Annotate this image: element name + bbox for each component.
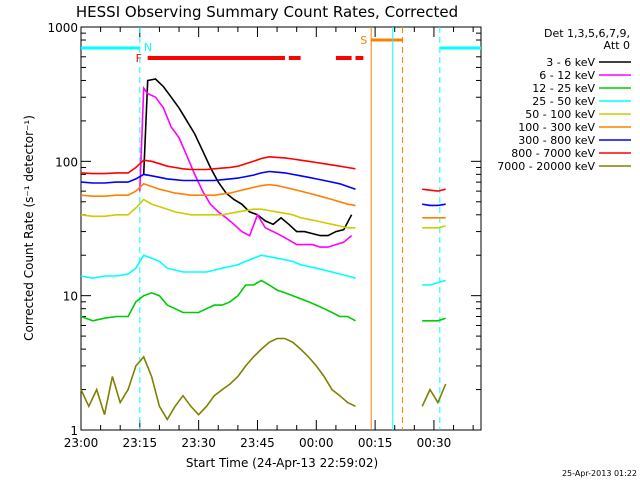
- x-axis: 23:00 23:15 23:30 23:45 00:00 00:15 00:30: [64, 27, 474, 450]
- legend-label: 300 - 800 keV: [518, 134, 595, 147]
- x-tick-label: 00:00: [299, 436, 334, 450]
- flare-flag-label: F: [136, 52, 142, 65]
- footer-date: 25-Apr-2013 01:22: [562, 469, 637, 478]
- plot-border: [80, 26, 482, 431]
- y-axis: 1 10 100 1000: [47, 21, 481, 438]
- legend-label: 6 - 12 keV: [539, 69, 595, 82]
- x-tick-label: 23:45: [240, 436, 275, 450]
- series-lines: [80, 78, 447, 421]
- plot-area: [80, 26, 482, 431]
- series-line: [422, 203, 446, 207]
- y-tick-label: 10: [63, 290, 78, 304]
- legend-label: 50 - 100 keV: [525, 108, 595, 121]
- series-line: [80, 337, 356, 421]
- legend-label: 800 - 7000 keV: [511, 147, 595, 160]
- series-line: [80, 182, 356, 207]
- series-line: [80, 155, 356, 175]
- series-line: [422, 317, 446, 322]
- y-tick-label: 100: [55, 155, 78, 169]
- legend-label: 12 - 25 keV: [532, 82, 595, 95]
- series-line: [422, 279, 446, 286]
- x-axis-label: Start Time (24-Apr-13 22:59:02): [186, 456, 378, 470]
- chart-title: HESSI Observing Summary Count Rates, Cor…: [76, 3, 458, 21]
- series-line: [139, 85, 353, 248]
- series-line: [421, 383, 447, 407]
- x-tick-label: 23:15: [123, 436, 158, 450]
- series-line: [80, 170, 356, 190]
- observing-flags: NF S: [81, 27, 481, 430]
- x-tick-label: 00:30: [417, 436, 452, 450]
- legend-header: Att 0: [604, 39, 630, 52]
- series-line: [80, 279, 356, 322]
- legend-label: 100 - 300 keV: [518, 121, 595, 134]
- series-line: [142, 78, 353, 237]
- night-flag-label: N: [144, 41, 152, 54]
- x-tick-label: 00:15: [358, 436, 393, 450]
- x-tick-label: 23:30: [181, 436, 216, 450]
- legend-header: Det 1,3,5,6,7,9,: [544, 27, 630, 40]
- y-axis-label: Corrected Count Rate (s⁻¹ detector⁻¹): [22, 115, 36, 341]
- series-line: [422, 225, 446, 229]
- saa-flag-label: S: [360, 34, 367, 47]
- y-tick-label: 1: [70, 424, 78, 438]
- legend-label: 3 - 6 keV: [546, 56, 595, 69]
- series-line: [80, 254, 356, 280]
- x-tick-label: 23:00: [64, 436, 99, 450]
- legend-label: 25 - 50 keV: [532, 95, 595, 108]
- y-tick-label: 1000: [47, 21, 78, 35]
- series-line: [80, 198, 356, 229]
- legend-label: 7000 - 20000 keV: [497, 160, 595, 173]
- series-line: [422, 188, 446, 192]
